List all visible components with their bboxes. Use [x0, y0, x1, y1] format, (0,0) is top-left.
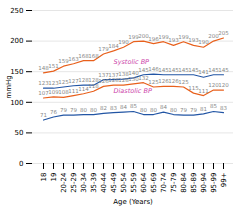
svg-text:90-94: 90-94	[200, 172, 208, 193]
svg-text:168: 168	[88, 53, 99, 59]
svg-text:84: 84	[120, 104, 127, 110]
svg-text:Age (Years): Age (Years)	[113, 198, 153, 206]
svg-text:111: 111	[198, 88, 209, 94]
svg-text:75-79: 75-79	[170, 173, 178, 193]
svg-text:30-34: 30-34	[80, 172, 88, 193]
svg-text:70-74: 70-74	[160, 172, 168, 193]
svg-text:190: 190	[118, 39, 129, 45]
svg-text:79: 79	[60, 107, 67, 113]
svg-text:35-39: 35-39	[90, 173, 98, 193]
svg-text:40-44: 40-44	[100, 172, 108, 193]
svg-text:80: 80	[150, 107, 157, 113]
svg-text:111: 111	[68, 88, 79, 94]
svg-text:84: 84	[160, 104, 167, 110]
svg-text:19: 19	[50, 173, 58, 182]
svg-text:85: 85	[130, 103, 137, 109]
svg-text:145: 145	[218, 67, 229, 73]
svg-text:150: 150	[10, 68, 23, 76]
svg-text:55-59: 55-59	[130, 173, 138, 193]
svg-text:83: 83	[110, 105, 117, 111]
svg-text:81: 81	[200, 106, 207, 112]
svg-text:45-49: 45-49	[110, 173, 118, 193]
svg-text:Diastolic BP: Diastolic BP	[114, 87, 152, 95]
svg-text:60-64: 60-64	[140, 172, 148, 193]
svg-text:83: 83	[220, 105, 227, 111]
svg-text:25-29: 25-29	[70, 173, 78, 193]
svg-text:200: 200	[10, 37, 23, 45]
svg-text:85: 85	[210, 103, 217, 109]
svg-text:100: 100	[10, 99, 23, 107]
svg-text:50: 50	[15, 129, 24, 137]
svg-text:132: 132	[138, 75, 149, 81]
svg-text:85-89: 85-89	[190, 173, 198, 193]
svg-text:76: 76	[50, 109, 57, 115]
svg-text:99+: 99+	[220, 172, 228, 187]
svg-text:Systolic BP: Systolic BP	[114, 58, 150, 66]
svg-text:18: 18	[40, 173, 48, 182]
svg-text:82: 82	[100, 105, 107, 111]
svg-text:80: 80	[170, 107, 177, 113]
svg-text:20-24: 20-24	[60, 172, 68, 193]
svg-text:80: 80	[80, 107, 87, 113]
svg-text:79: 79	[190, 107, 197, 113]
svg-text:151: 151	[48, 63, 59, 69]
svg-text:mmHg: mmHg	[5, 75, 13, 98]
svg-text:65-69: 65-69	[150, 173, 158, 193]
svg-text:141: 141	[198, 69, 209, 75]
svg-text:0: 0	[19, 160, 23, 168]
svg-text:80: 80	[140, 107, 147, 113]
svg-text:95-99: 95-99	[210, 173, 218, 193]
svg-text:120: 120	[218, 82, 229, 88]
svg-text:79: 79	[180, 107, 187, 113]
svg-text:190: 190	[198, 39, 209, 45]
svg-text:125: 125	[178, 79, 189, 85]
svg-text:71: 71	[40, 112, 47, 118]
svg-text:80-84: 80-84	[180, 172, 188, 193]
svg-text:205: 205	[218, 30, 229, 36]
svg-text:50-54: 50-54	[120, 172, 128, 193]
svg-text:79: 79	[70, 107, 77, 113]
svg-text:250: 250	[10, 7, 23, 15]
svg-text:80: 80	[90, 107, 97, 113]
